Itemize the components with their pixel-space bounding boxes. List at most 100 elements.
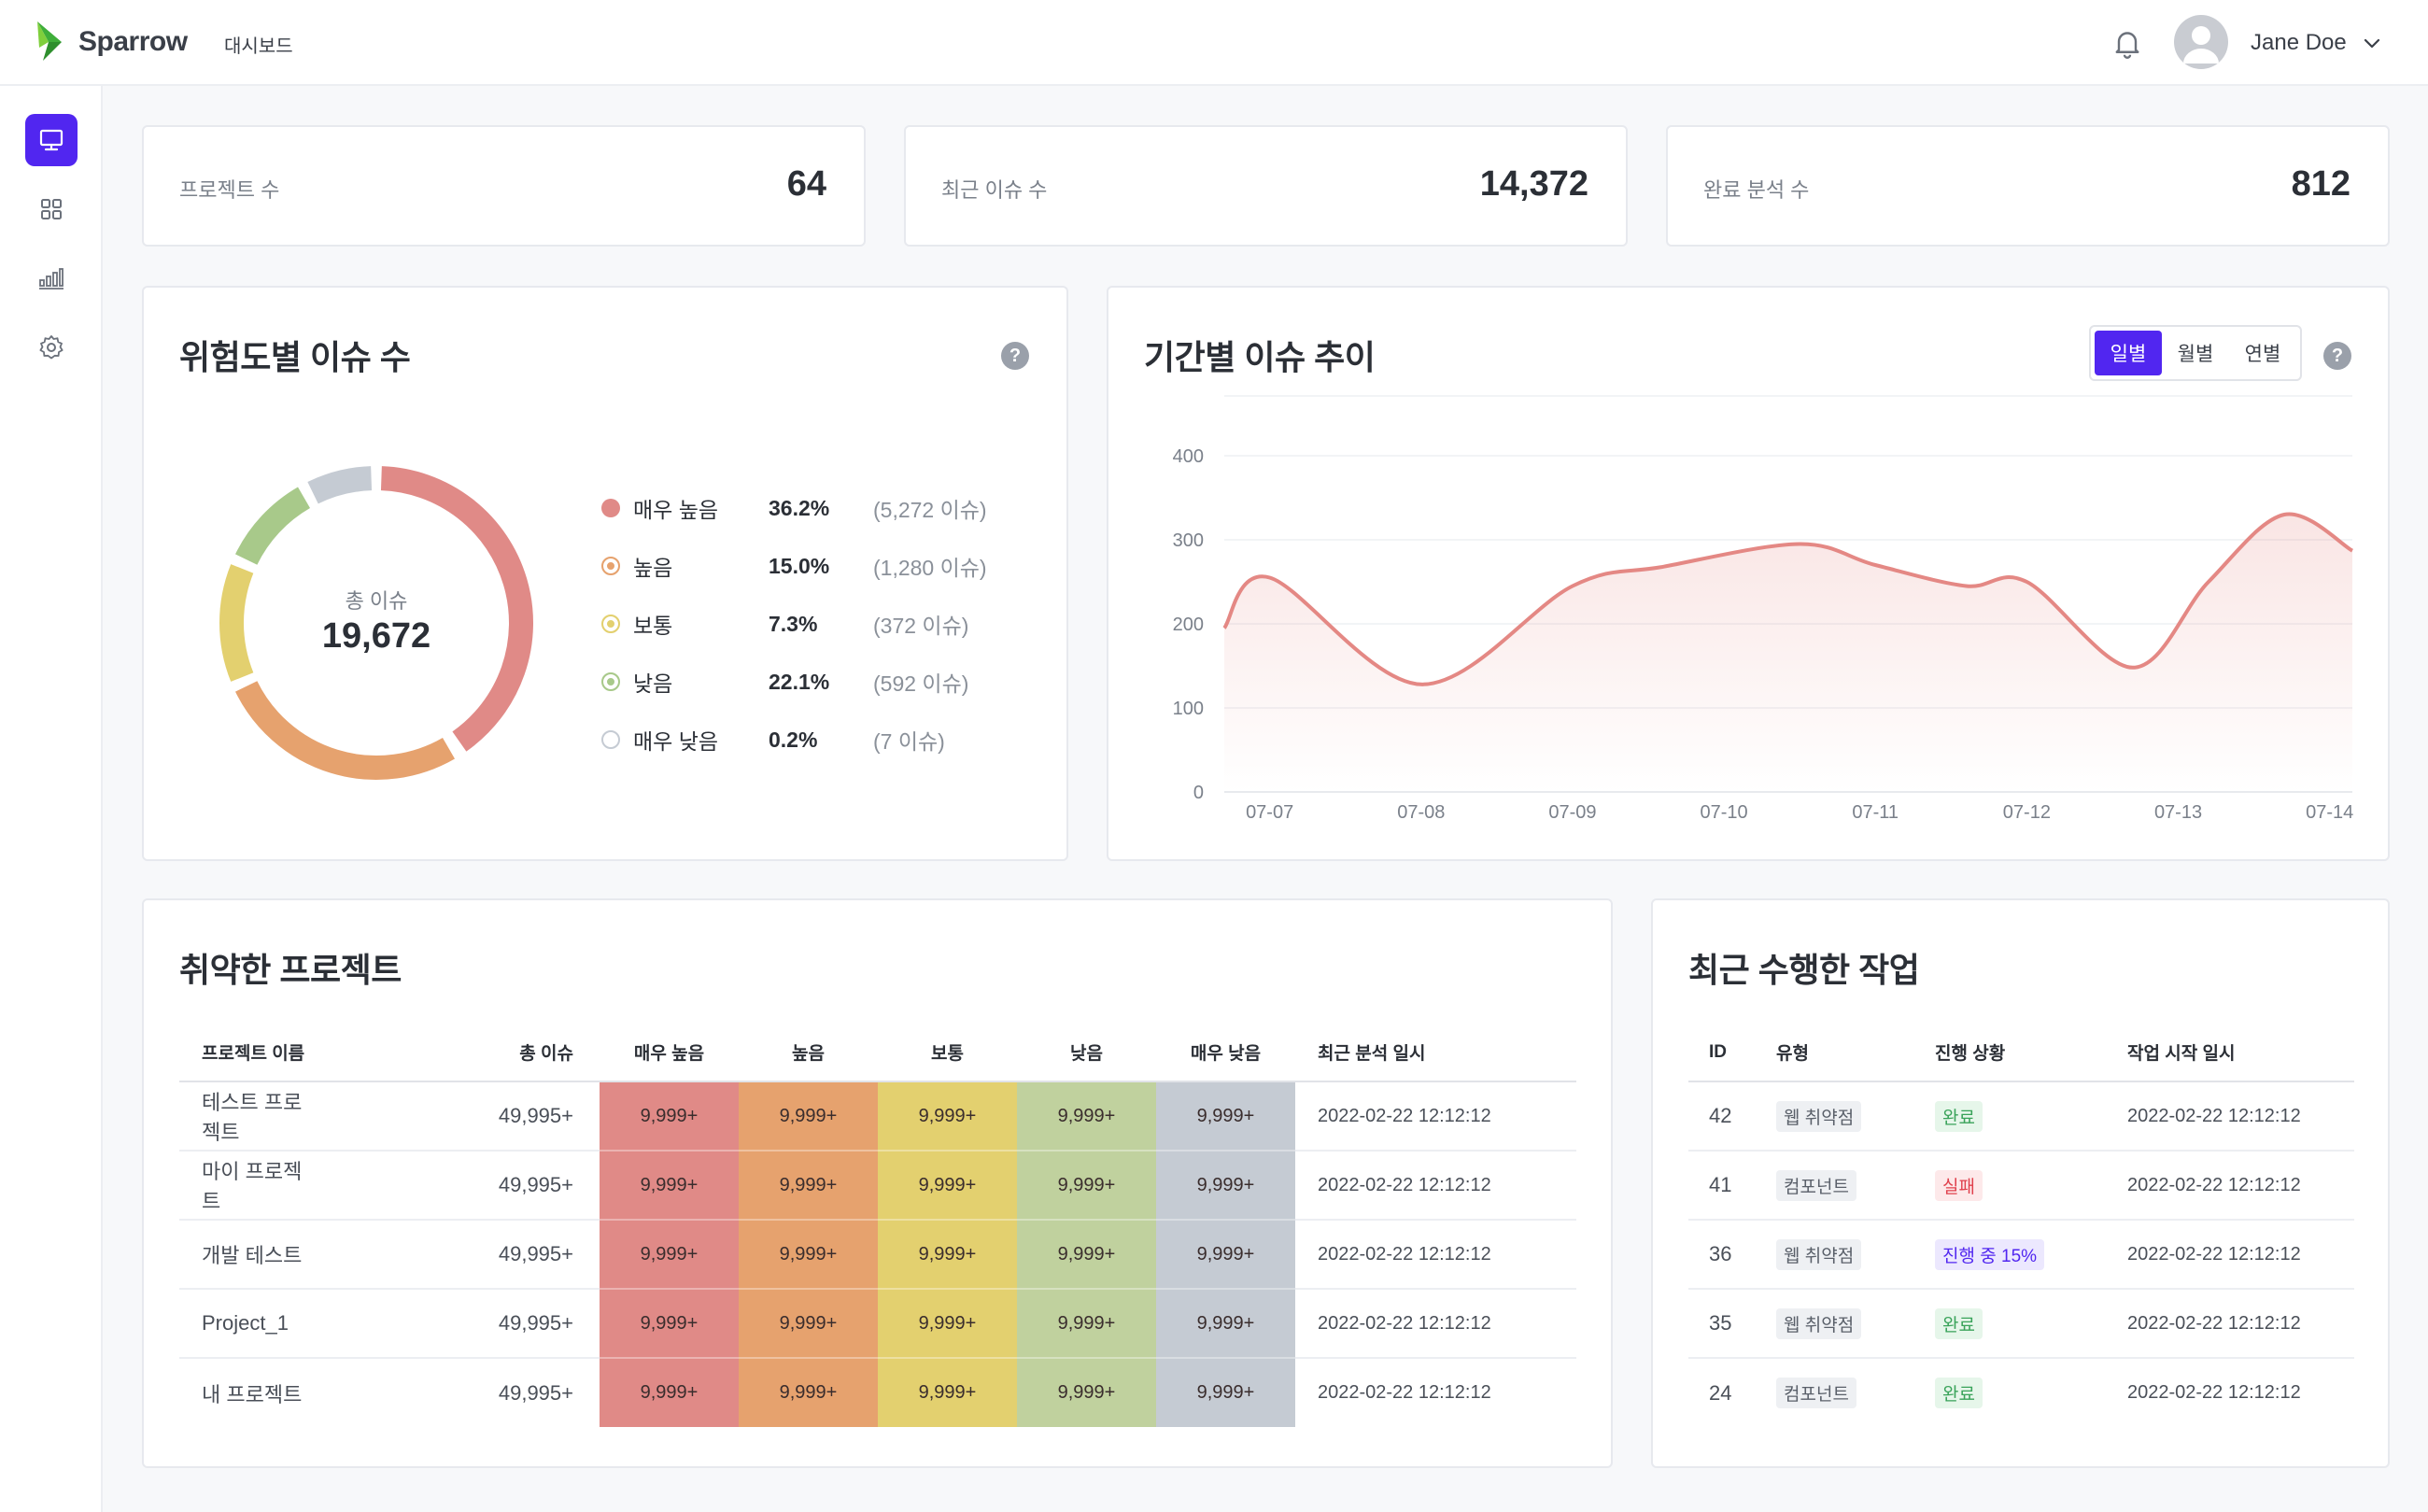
toggle-daily[interactable]: 일별 [2095, 331, 2162, 375]
medium-cell: 9,999+ [878, 1081, 1017, 1152]
very-high-cell: 9,999+ [600, 1220, 739, 1290]
stat-label: 최근 이슈 수 [941, 178, 1048, 202]
brand-name: Sparrow [78, 26, 188, 57]
legend-percent: 0.2% [769, 727, 818, 752]
x-tick-label: 07-14 [2306, 802, 2353, 823]
avatar[interactable] [2174, 15, 2228, 69]
vulnerable-projects-table: 프로젝트 이름 총 이슈 매우 높음 높음 보통 낮음 매우 낮음 최근 분석 … [179, 1024, 1576, 1427]
very-high-cell: 9,999+ [600, 1151, 739, 1221]
chevron-down-icon[interactable] [2361, 32, 2383, 54]
sidebar [0, 86, 103, 1512]
x-tick-label: 07-07 [1246, 802, 1293, 823]
toggle-yearly[interactable]: 연별 [2244, 344, 2281, 365]
table-row[interactable]: 테스트 프로젝트 49,995+ 9,999+ 9,999+ 9,999+ 9,… [179, 1081, 1576, 1152]
donut-segment-3[interactable] [235, 487, 311, 566]
total-issues: 49,995+ [498, 1380, 573, 1405]
total-issues: 49,995+ [319, 1289, 600, 1359]
project-name[interactable]: 내 프로젝트 [202, 1382, 303, 1406]
vulnerable-projects-card: 취약한 프로젝트 프로젝트 이름 총 이슈 매우 높음 높음 보통 낮음 매우 … [142, 898, 1613, 1468]
high-cell: 9,999+ [739, 1289, 878, 1359]
job-id: 24 [1709, 1380, 1732, 1405]
job-start-date: 2022-02-22 12:12:12 [2109, 1151, 2354, 1221]
trend-card: 기간별 이슈 추이 일별 월별 연별 ? 0 100 200 300 400 07-07 0… [1107, 286, 2390, 861]
table-row[interactable]: 35 웹 취약점 완료 2022-02-22 12:12:12 [1688, 1289, 2354, 1359]
table-row[interactable]: 개발 테스트 49,995+ 9,999+ 9,999+ 9,999+ 9,99… [179, 1220, 1576, 1290]
very-low-cell: 9,999+ [1156, 1358, 1295, 1427]
column-header[interactable]: 진행 상황 [1916, 1024, 2109, 1082]
column-header[interactable]: 높음 [739, 1024, 878, 1082]
stat-value: 64 [786, 164, 826, 204]
column-header[interactable]: 매우 낮음 [1156, 1024, 1295, 1082]
x-tick-label: 07-08 [1397, 802, 1445, 823]
y-tick-label: 100 [1173, 699, 1204, 719]
help-icon[interactable]: ? [1001, 342, 1029, 370]
low-cell: 9,999+ [1017, 1081, 1156, 1152]
table-row[interactable]: 24 컴포넌트 완료 2022-02-22 12:12:12 [1688, 1358, 2354, 1427]
table-row[interactable]: 41 컴포넌트 실패 2022-02-22 12:12:12 [1688, 1151, 2354, 1221]
project-name[interactable]: 개발 테스트 [179, 1220, 319, 1290]
donut-segment-0[interactable] [380, 466, 533, 752]
legend-item: 매우 낮음 0.2% (7 이슈) [601, 721, 945, 758]
very-high-cell: 9,999+ [600, 1289, 739, 1359]
column-header[interactable]: 낮음 [1017, 1024, 1156, 1082]
x-tick-label: 07-10 [1701, 802, 1748, 823]
sidebar-item-settings[interactable] [25, 321, 78, 374]
table-row[interactable]: 36 웹 취약점 진행 중 15% 2022-02-22 12:12:12 [1688, 1220, 2354, 1290]
bar-chart-icon [39, 268, 64, 290]
legend-count: (1,280 이슈) [873, 556, 987, 580]
project-name[interactable]: Project_1 [179, 1289, 319, 1359]
sidebar-item-projects[interactable] [25, 183, 78, 235]
period-toggle: 일별 월별 연별 [2089, 325, 2302, 381]
legend-name: 매우 낮음 [633, 729, 719, 754]
legend-percent: 22.1% [769, 669, 830, 694]
legend-dot [601, 672, 620, 691]
table-row[interactable]: 마이 프로젝트 49,995+ 9,999+ 9,999+ 9,999+ 9,9… [179, 1151, 1576, 1221]
column-header[interactable]: 프로젝트 이름 [179, 1024, 319, 1082]
trend-line-chart: 0 100 200 300 400 07-07 07-08 07-09 07-10 07-11 07… [1173, 395, 2354, 823]
job-id: 35 [1688, 1289, 1757, 1359]
column-header[interactable]: 매우 높음 [600, 1024, 739, 1082]
table-row[interactable]: Project_1 49,995+ 9,999+ 9,999+ 9,999+ 9… [179, 1289, 1576, 1359]
sidebar-item-dashboard[interactable] [25, 114, 78, 166]
donut-segment-4[interactable] [307, 466, 373, 504]
column-header[interactable]: 보통 [878, 1024, 1017, 1082]
legend-dot [601, 557, 620, 575]
severity-donut-chart [219, 466, 533, 780]
project-name[interactable]: 테스트 프로젝트 [179, 1081, 319, 1152]
high-cell: 9,999+ [739, 1081, 878, 1152]
job-id: 36 [1688, 1220, 1757, 1290]
column-header[interactable]: 최근 분석 일시 [1295, 1024, 1576, 1082]
table-row[interactable]: 42 웹 취약점 완료 2022-02-22 12:12:12 [1688, 1081, 2354, 1152]
trend-area [1224, 514, 2352, 792]
high-cell: 9,999+ [739, 1358, 878, 1427]
table-row[interactable]: 내 프로젝트 49,995+ 9,999+ 9,999+ 9,999+ 9,99… [179, 1358, 1576, 1427]
column-header[interactable]: 작업 시작 일시 [2109, 1024, 2354, 1082]
card-title: 기간별 이슈 추이 [1144, 338, 1376, 376]
low-cell: 9,999+ [1017, 1358, 1156, 1427]
user-name[interactable]: Jane Doe [2251, 30, 2347, 55]
donut-segment-1[interactable] [235, 681, 455, 780]
column-header[interactable]: 유형 [1757, 1024, 1916, 1082]
job-start-date: 2022-02-22 12:12:12 [2127, 1382, 2301, 1403]
y-tick-label: 400 [1173, 446, 1204, 467]
card-title: 취약한 프로젝트 [179, 951, 402, 989]
brand-logo[interactable]: Sparrow [34, 19, 188, 65]
stat-value: 14,372 [1479, 164, 1588, 204]
job-status-badge: 진행 중 15% [1935, 1238, 2045, 1270]
help-icon[interactable]: ? [2323, 342, 2351, 370]
donut-segment-2[interactable] [219, 564, 254, 682]
legend-name: 낮음 [633, 671, 673, 696]
column-header[interactable]: ID [1688, 1024, 1757, 1082]
legend-item: 매우 높음 36.2% (5,272 이슈) [601, 489, 987, 527]
sidebar-item-reports[interactable] [25, 252, 78, 304]
breadcrumb[interactable]: 대시보드 [224, 36, 293, 57]
project-name[interactable]: 마이 프로젝트 [179, 1151, 319, 1221]
last-analysis-date: 2022-02-22 12:12:12 [1295, 1220, 1576, 1290]
toggle-monthly[interactable]: 월별 [2177, 344, 2214, 365]
legend-item: 높음 15.0% (1,280 이슈) [601, 547, 987, 585]
legend-item: 보통 7.3% (372 이슈) [601, 605, 968, 643]
column-header[interactable]: 총 이슈 [319, 1024, 600, 1082]
bell-icon[interactable] [2110, 26, 2144, 60]
trend-line[interactable] [1222, 512, 2354, 686]
x-tick-label: 07-12 [2003, 802, 2051, 823]
